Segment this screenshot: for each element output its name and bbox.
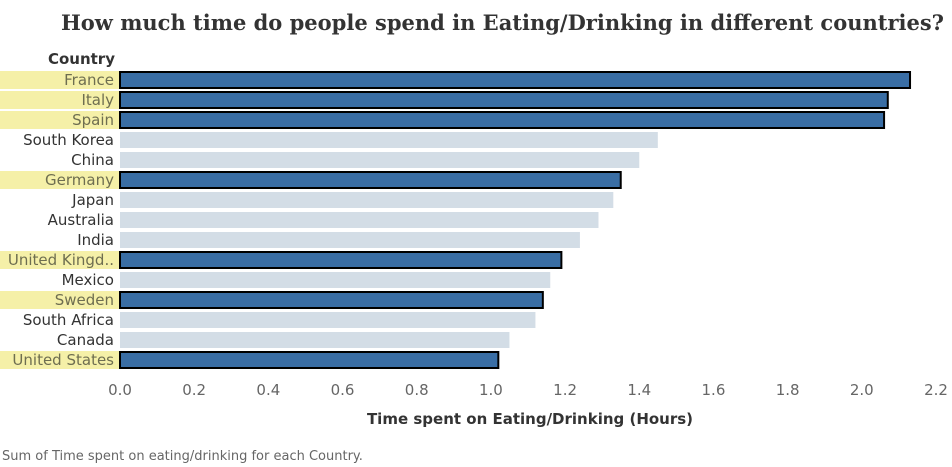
bar-mexico <box>120 272 551 288</box>
chart-title: How much time do people spend in Eating/… <box>60 10 944 35</box>
label-highlight-germany <box>0 171 119 189</box>
bar-spain <box>119 111 886 129</box>
x-tick-label: 0.2 <box>182 381 206 399</box>
bar-south-africa <box>120 312 536 328</box>
category-label: South Africa <box>23 311 114 329</box>
x-tick-label: 0.0 <box>108 381 132 399</box>
label-highlight-united-kingd <box>0 251 119 269</box>
x-tick-label: 2.0 <box>850 381 874 399</box>
x-tick-label: 1.4 <box>627 381 651 399</box>
category-label: United States <box>12 351 114 369</box>
bar-india <box>120 232 580 248</box>
label-highlight-spain <box>0 111 119 129</box>
category-label: China <box>71 151 114 169</box>
bar-south-korea <box>120 132 658 148</box>
category-label: Australia <box>48 211 114 229</box>
label-highlight-italy <box>0 91 119 109</box>
bar-japan <box>120 192 614 208</box>
category-label: India <box>77 231 114 249</box>
bar-canada <box>120 332 510 348</box>
label-highlight-sweden <box>0 291 119 309</box>
y-axis-header: Country <box>47 50 115 68</box>
category-label: Spain <box>72 111 114 129</box>
x-tick-label: 0.8 <box>405 381 429 399</box>
bar-united-kingd <box>119 251 563 269</box>
x-tick-label: 1.0 <box>479 381 503 399</box>
bar-chart: France Italy Spain South Korea China Germany J… <box>0 71 948 399</box>
x-axis-label: Time spent on Eating/Drinking (Hours) <box>366 410 694 428</box>
x-tick-label: 1.8 <box>776 381 800 399</box>
x-tick-label: 1.6 <box>702 381 726 399</box>
category-label: Mexico <box>62 271 114 289</box>
bar-australia <box>120 212 599 228</box>
bar-germany <box>119 171 622 189</box>
bar-sweden <box>119 291 544 309</box>
category-label: Germany <box>45 171 114 189</box>
category-label: France <box>64 71 114 89</box>
bar-italy <box>119 91 889 109</box>
bar-france <box>119 71 912 89</box>
category-label: Italy <box>81 91 114 109</box>
bar-china <box>120 152 640 168</box>
category-label: United Kingd.. <box>8 251 114 269</box>
category-label: South Korea <box>23 131 114 149</box>
label-highlight-united-states <box>0 351 119 369</box>
x-tick-label: 1.2 <box>553 381 577 399</box>
chart-caption: Sum of Time spent on eating/drinking for… <box>2 449 363 464</box>
category-label: Japan <box>71 191 114 209</box>
x-tick-label: 2.2 <box>924 381 948 399</box>
bar-united-states <box>119 351 500 369</box>
label-highlight-france <box>0 71 119 89</box>
x-tick-label: 0.4 <box>256 381 280 399</box>
x-tick-label: 0.6 <box>331 381 355 399</box>
category-label: Sweden <box>55 291 114 309</box>
category-label: Canada <box>57 331 114 349</box>
